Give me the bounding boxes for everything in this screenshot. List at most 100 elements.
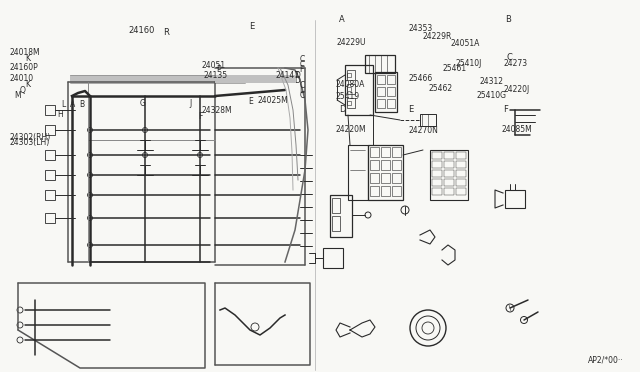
Text: C: C — [300, 60, 305, 69]
Bar — [370, 186, 379, 196]
Bar — [45, 125, 55, 135]
Text: 24135: 24135 — [204, 71, 228, 80]
Bar — [456, 170, 466, 177]
Bar — [347, 70, 355, 80]
Text: 24010: 24010 — [10, 74, 34, 83]
Text: K: K — [26, 80, 31, 89]
Text: 24220J: 24220J — [503, 85, 529, 94]
Bar — [444, 161, 454, 168]
Bar — [432, 179, 442, 186]
Text: 24160: 24160 — [128, 26, 154, 35]
Bar — [45, 150, 55, 160]
Bar — [444, 179, 454, 186]
Text: D: D — [294, 76, 300, 85]
Bar — [432, 170, 442, 177]
Bar — [370, 160, 379, 170]
Text: L: L — [61, 100, 65, 109]
Text: 24270N: 24270N — [408, 126, 438, 135]
Bar — [432, 188, 442, 195]
Bar — [392, 160, 401, 170]
Bar — [381, 160, 390, 170]
Text: D: D — [294, 71, 300, 80]
Text: 24080A: 24080A — [335, 80, 365, 89]
Bar — [381, 173, 390, 183]
Text: 24273: 24273 — [503, 60, 527, 68]
Text: AP2/*00··: AP2/*00·· — [588, 356, 623, 365]
Bar — [392, 186, 401, 196]
Text: E: E — [408, 105, 413, 114]
Bar — [45, 190, 55, 200]
Text: C: C — [300, 91, 305, 100]
Bar — [365, 55, 395, 73]
Text: K: K — [26, 54, 31, 63]
Bar — [387, 87, 395, 96]
Text: E: E — [248, 97, 253, 106]
Text: R: R — [163, 28, 169, 37]
Text: B: B — [506, 15, 511, 24]
Text: 25410G: 25410G — [477, 92, 507, 100]
Text: C: C — [300, 55, 305, 64]
Bar — [347, 84, 355, 94]
Bar — [347, 101, 351, 105]
Bar — [45, 170, 55, 180]
Text: A: A — [339, 15, 345, 24]
Text: 25419: 25419 — [335, 92, 360, 101]
Bar — [444, 170, 454, 177]
Text: E: E — [250, 22, 255, 31]
Bar — [377, 87, 385, 96]
Bar — [377, 99, 385, 108]
Bar — [45, 213, 55, 223]
Text: 24303(LH): 24303(LH) — [10, 138, 50, 147]
Text: Q: Q — [19, 86, 25, 95]
Text: G: G — [140, 99, 145, 108]
Bar — [323, 248, 343, 268]
Text: 25462: 25462 — [429, 84, 453, 93]
Bar — [432, 161, 442, 168]
Text: F: F — [198, 112, 203, 121]
Bar — [215, 75, 295, 83]
Bar — [370, 173, 379, 183]
Text: 24220M: 24220M — [335, 125, 366, 134]
Text: J: J — [189, 99, 192, 108]
Bar — [456, 161, 466, 168]
Bar — [347, 73, 351, 77]
Text: H: H — [58, 110, 63, 119]
Text: 25466: 25466 — [408, 74, 433, 83]
Text: 24085M: 24085M — [502, 125, 532, 134]
Bar — [456, 188, 466, 195]
Text: 24051A: 24051A — [451, 39, 480, 48]
Bar — [387, 75, 395, 84]
Text: 24018M: 24018M — [10, 48, 40, 57]
Bar — [444, 152, 454, 159]
Bar — [381, 147, 390, 157]
Circle shape — [251, 323, 259, 331]
Text: 24051: 24051 — [202, 61, 226, 70]
Bar — [368, 145, 403, 200]
Text: 24302(RH): 24302(RH) — [10, 133, 51, 142]
Bar — [387, 99, 395, 108]
Bar — [420, 114, 436, 126]
Bar — [430, 150, 468, 200]
Text: 24353: 24353 — [408, 24, 433, 33]
Text: 24312: 24312 — [480, 77, 504, 86]
Text: A: A — [70, 100, 76, 109]
Text: 24025M: 24025M — [257, 96, 288, 105]
Text: C: C — [507, 53, 513, 62]
Text: F: F — [503, 105, 508, 114]
Text: C: C — [300, 81, 305, 90]
Bar — [456, 179, 466, 186]
Bar — [381, 186, 390, 196]
Text: 24229R: 24229R — [422, 32, 452, 41]
Bar — [345, 65, 373, 115]
Bar — [70, 75, 245, 83]
Text: P: P — [216, 65, 221, 74]
Text: M: M — [14, 91, 20, 100]
Bar — [456, 152, 466, 159]
Text: 24160P: 24160P — [10, 63, 38, 72]
Bar — [505, 190, 525, 208]
Bar — [332, 216, 340, 231]
Text: F: F — [300, 65, 304, 74]
Text: 25461: 25461 — [443, 64, 467, 73]
Bar — [432, 152, 442, 159]
Text: 24328M: 24328M — [202, 106, 232, 115]
